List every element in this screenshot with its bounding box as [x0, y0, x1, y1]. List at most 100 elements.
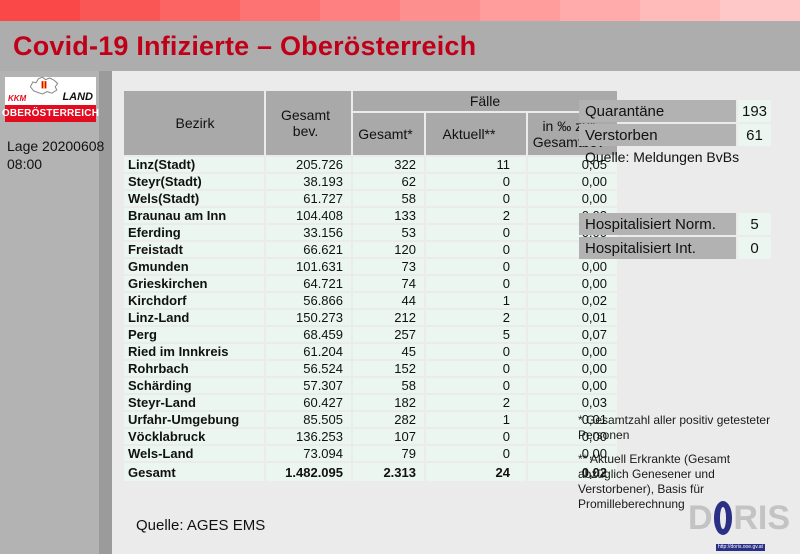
promille-cell: 0,05	[528, 157, 617, 172]
population-cell: 68.459	[266, 327, 351, 342]
hospital-table: Hospitalisiert Norm. 5 Hospitalisiert In…	[577, 211, 773, 261]
cases-total-cell: 322	[353, 157, 424, 172]
population-cell: 56.524	[266, 361, 351, 376]
logo-top: KKM LAND	[5, 74, 96, 105]
promille-cell: 0,02	[528, 293, 617, 308]
hospital-normal-value: 5	[738, 213, 771, 235]
total-name-cell: Gesamt	[124, 463, 264, 481]
cases-current-cell: 0	[426, 344, 526, 359]
promille-cell: 0,01	[528, 412, 617, 427]
district-table-header: Bezirk Gesamt bev. Fälle Gesamt* Aktuell…	[124, 91, 617, 155]
cases-current-cell: 0	[426, 429, 526, 444]
cases-total-cell: 152	[353, 361, 424, 376]
quarantine-table: Quarantäne 193 Verstorben 61	[577, 98, 773, 148]
header-bezirk: Bezirk	[124, 91, 264, 155]
cases-total-cell: 58	[353, 191, 424, 206]
table-row: Steyr-Land 60.427 182 2 0,03	[124, 395, 617, 410]
district-name-cell: Eferding	[124, 225, 264, 240]
population-cell: 60.427	[266, 395, 351, 410]
district-name-cell: Linz-Land	[124, 310, 264, 325]
doris-wordmark: D RIS	[688, 501, 790, 535]
logo-region-label: OBERÖSTERREICH	[1, 108, 100, 119]
table-row: Braunau am Inn 104.408 133 2 0,02	[124, 208, 617, 223]
promille-cell: 0,00	[528, 191, 617, 206]
cases-current-cell: 0	[426, 225, 526, 240]
doris-letters-ris: RIS	[733, 499, 790, 537]
population-cell: 33.156	[266, 225, 351, 240]
cases-total-cell: 257	[353, 327, 424, 342]
cases-total-cell: 73	[353, 259, 424, 274]
promille-cell: 0,07	[528, 327, 617, 342]
population-cell: 85.505	[266, 412, 351, 427]
district-name-cell: Grieskirchen	[124, 276, 264, 291]
table-row: Ried im Innkreis 61.204 45 0 0,00	[124, 344, 617, 359]
upper-austria-map-icon	[28, 74, 60, 103]
situation-date: Lage 20200608 08:00	[7, 137, 104, 173]
cases-total-cell: 212	[353, 310, 424, 325]
table-row: Eferding 33.156 53 0 0,00	[124, 225, 617, 240]
promille-cell: 0,03	[528, 395, 617, 410]
district-name-cell: Wels(Stadt)	[124, 191, 264, 206]
table-row: Kirchdorf 56.866 44 1 0,02	[124, 293, 617, 308]
district-name-cell: Ried im Innkreis	[124, 344, 264, 359]
top-gradient-bar	[0, 0, 800, 21]
source-ages: Quelle: AGES EMS	[136, 517, 266, 534]
cases-current-cell: 0	[426, 276, 526, 291]
table-row: Gmunden 101.631 73 0 0,00	[124, 259, 617, 274]
total-promille-cell: 0,02	[528, 463, 617, 481]
cases-current-cell: 0	[426, 191, 526, 206]
hospital-normal-row: Hospitalisiert Norm. 5	[579, 213, 771, 235]
table-row: Linz-Land 150.273 212 2 0,01	[124, 310, 617, 325]
table-row: Linz(Stadt) 205.726 322 11 0,05	[124, 157, 617, 172]
hospital-icu-row: Hospitalisiert Int. 0	[579, 237, 771, 259]
footnote-1: * Gesamtzahl aller positiv getesteter Pe…	[578, 413, 771, 442]
population-cell: 61.727	[266, 191, 351, 206]
population-cell: 73.094	[266, 446, 351, 461]
district-table: Bezirk Gesamt bev. Fälle Gesamt* Aktuell…	[122, 89, 619, 483]
district-name-cell: Linz(Stadt)	[124, 157, 264, 172]
table-row: Urfahr-Umgebung 85.505 282 1 0,01	[124, 412, 617, 427]
quarantine-row: Quarantäne 193	[579, 100, 771, 122]
population-cell: 38.193	[266, 174, 351, 189]
cases-current-cell: 2	[426, 395, 526, 410]
cases-total-cell: 79	[353, 446, 424, 461]
sidebar	[0, 71, 99, 554]
land-oberoesterreich-logo: KKM LAND OBERÖSTERREICH	[1, 74, 100, 122]
promille-cell: 0,00	[528, 259, 617, 274]
promille-cell: 0,00	[528, 378, 617, 393]
population-cell: 66.621	[266, 242, 351, 257]
situation-date-line1: Lage 20200608	[7, 138, 105, 154]
cases-total-cell: 120	[353, 242, 424, 257]
cases-total-cell: 282	[353, 412, 424, 427]
table-row: Rohrbach 56.524 152 0 0,00	[124, 361, 617, 376]
population-cell: 205.726	[266, 157, 351, 172]
logo-land-label: LAND	[62, 91, 93, 103]
promille-cell: 0,00	[528, 344, 617, 359]
table-row: Grieskirchen 64.721 74 0 0,00	[124, 276, 617, 291]
source-bvbs: Quelle: Meldungen BvBs	[585, 149, 740, 165]
quarantine-label: Quarantäne	[579, 100, 736, 122]
cases-current-cell: 2	[426, 310, 526, 325]
hospital-normal-label: Hospitalisiert Norm.	[579, 213, 736, 235]
cases-current-cell: 1	[426, 293, 526, 308]
cases-current-cell: 1	[426, 412, 526, 427]
situation-date-line2: 08:00	[7, 156, 43, 172]
total-bev-cell: 1.482.095	[266, 463, 351, 481]
district-name-cell: Vöcklabruck	[124, 429, 264, 444]
cases-total-cell: 53	[353, 225, 424, 240]
hospital-icu-value: 0	[738, 237, 771, 259]
cases-current-cell: 0	[426, 446, 526, 461]
table-row: Freistadt 66.621 120 0 0,00	[124, 242, 617, 257]
doris-letter-d: D	[688, 499, 713, 537]
population-cell: 101.631	[266, 259, 351, 274]
doris-ring-icon	[713, 501, 733, 535]
population-cell: 136.253	[266, 429, 351, 444]
deceased-label: Verstorben	[579, 124, 736, 146]
population-cell: 57.307	[266, 378, 351, 393]
cases-current-cell: 0	[426, 242, 526, 257]
header-gesamt-bev: Gesamt bev.	[266, 91, 351, 155]
logo-region-band: OBERÖSTERREICH	[1, 105, 100, 122]
header-gesamt: Gesamt*	[353, 113, 424, 155]
cases-current-cell: 5	[426, 327, 526, 342]
cases-total-cell: 182	[353, 395, 424, 410]
